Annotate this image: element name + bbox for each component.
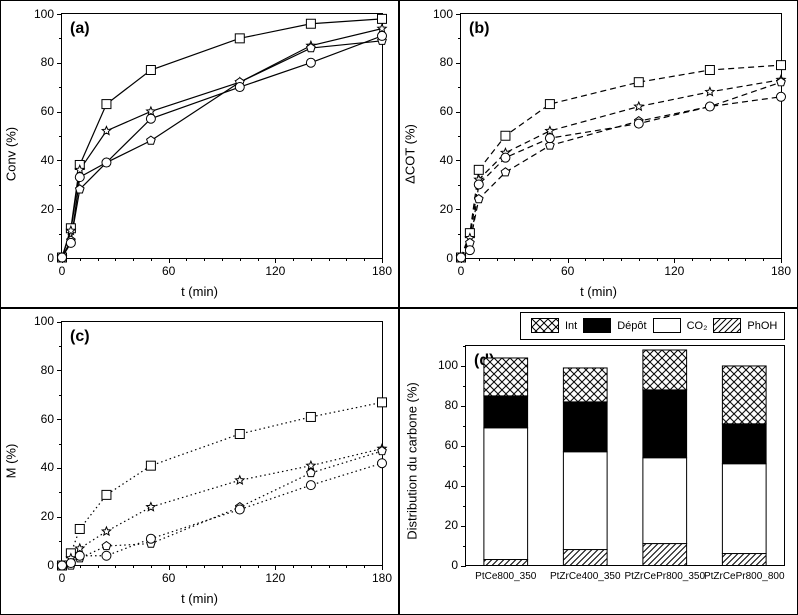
xtick: 0 [59,571,66,585]
ytick: 40 [445,478,458,492]
ytick: 80 [41,55,54,69]
ytick: 20 [41,509,54,523]
xtick: 0 [59,264,66,278]
bar-category-label: PtZrCePr800_800 [704,571,785,582]
ytick: 20 [440,202,453,216]
panel-d: Int Dépôt CO₂ PhOH (d) 020406080100PtCe800_… [399,308,798,615]
legend-label: CO₂ [687,320,708,332]
xtick: 180 [771,264,791,278]
xtick: 180 [372,264,392,278]
ytick: 60 [445,438,458,452]
ytick: 100 [438,358,458,372]
panel-c: (c) 020406080100060120180 M (%) t (min) [0,308,399,615]
ylabel-d: Distribution du carbone (%) [405,382,420,540]
ylabel-a: Conv (%) [4,127,19,181]
ytick: 100 [433,7,453,21]
legend-swatch [531,318,559,333]
ytick: 80 [41,363,54,377]
ytick: 80 [445,398,458,412]
xlabel-a: t (min) [181,284,218,299]
plot-c: (c) 020406080100060120180 [61,321,383,567]
legend-swatch [653,318,681,333]
xtick: 180 [372,571,392,585]
ytick: 0 [47,558,54,572]
plot-b: (b) 020406080100060120180 [460,13,782,259]
ytick: 40 [41,460,54,474]
ytick: 20 [445,518,458,532]
ytick: 0 [446,251,453,265]
legend-label: Dépôt [617,320,646,332]
legend-d: Int Dépôt CO₂ PhOH [520,312,785,340]
ytick: 20 [41,202,54,216]
xtick: 120 [664,264,684,278]
xtick: 60 [162,571,175,585]
legend-swatch [583,318,611,333]
xtick: 120 [265,264,285,278]
plot-d: (d) 020406080100PtCe800_350PtZrCe400_350… [465,345,785,567]
ytick: 60 [41,104,54,118]
ytick: 0 [451,558,458,572]
figure-grid: (a) 020406080100060120180 Conv (%) t (mi… [0,0,798,615]
xlabel-c: t (min) [181,591,218,606]
ylabel-c: M (%) [4,444,19,479]
ytick: 40 [41,153,54,167]
ytick: 60 [440,104,453,118]
bar-category-label: PtCe800_350 [475,571,536,582]
legend-label: PhOH [747,320,777,332]
legend-label: Int [565,320,577,332]
ytick: 60 [41,412,54,426]
xtick: 0 [458,264,465,278]
ytick: 100 [34,7,54,21]
plot-a: (a) 020406080100060120180 [61,13,383,259]
ylabel-b: ΔCOT (%) [403,124,418,184]
xlabel-b: t (min) [580,284,617,299]
bar-category-label: PtZrCe400_350 [550,571,621,582]
ytick: 80 [440,55,453,69]
panel-a: (a) 020406080100060120180 Conv (%) t (mi… [0,0,399,308]
xtick: 120 [265,571,285,585]
xtick: 60 [561,264,574,278]
ytick: 40 [440,153,453,167]
panel-b: (b) 020406080100060120180 ΔCOT (%) t (mi… [399,0,798,308]
bar-category-label: PtZrCePr800_350 [624,571,705,582]
ytick: 0 [47,251,54,265]
xtick: 60 [162,264,175,278]
ytick: 100 [34,314,54,328]
legend-swatch [713,318,741,333]
